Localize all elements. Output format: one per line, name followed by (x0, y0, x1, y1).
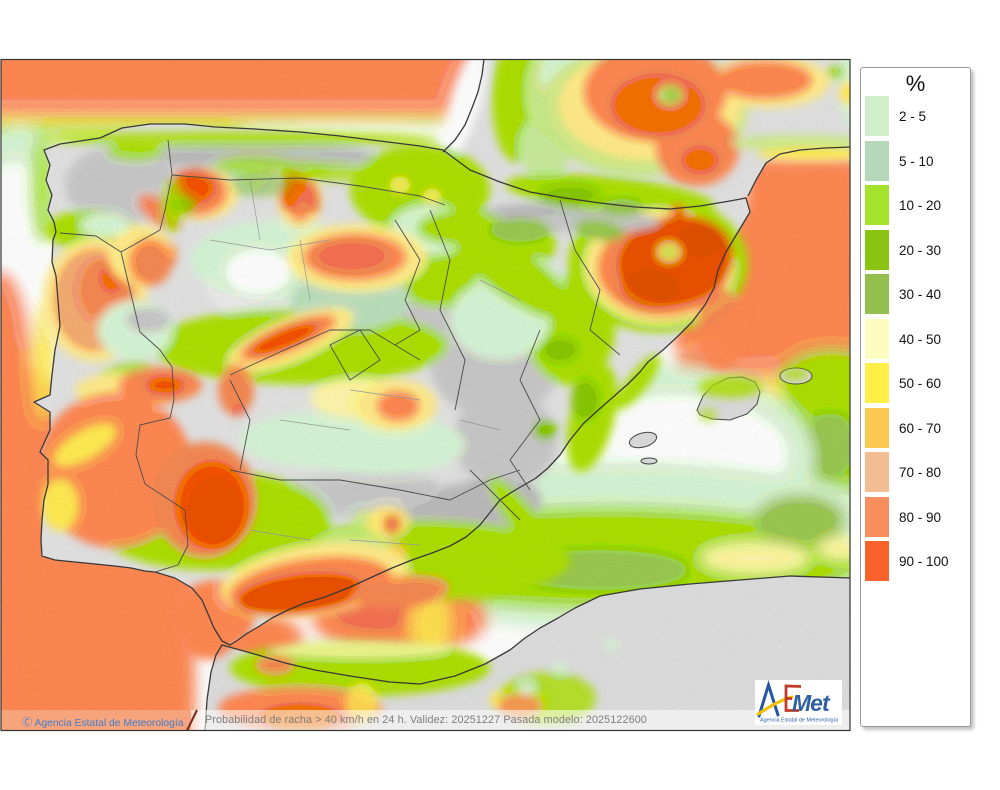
svg-text:Agencia Estatal de Meteorologí: Agencia Estatal de Meteorología (760, 718, 838, 724)
svg-text:Met: Met (792, 690, 831, 716)
